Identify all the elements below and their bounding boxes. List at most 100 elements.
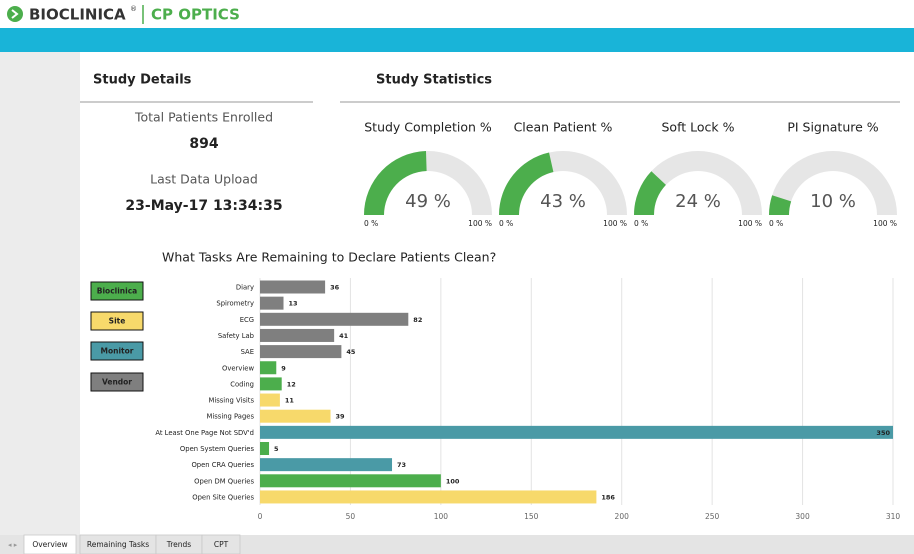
bar: [260, 409, 331, 423]
bar: [260, 328, 335, 342]
legend-swatch: [90, 281, 144, 301]
bar-value-label: 73: [397, 461, 406, 469]
gauge-label: Soft Lock %: [662, 120, 735, 135]
bar: [260, 490, 597, 504]
y-tick-label: Open DM Queries: [194, 477, 254, 485]
tab[interactable]: [201, 534, 241, 554]
gauge-label: Study Completion %: [364, 120, 492, 135]
legend-swatch: [90, 311, 144, 331]
gauge-value: 43 %: [540, 191, 586, 212]
gauge-fill: [634, 171, 666, 215]
legend-swatch: [90, 372, 144, 392]
top-bar: [0, 28, 914, 52]
y-tick-label: Missing Visits: [208, 397, 254, 405]
legend-label: Bioclinica: [97, 287, 137, 296]
x-tick-label: 100: [434, 512, 449, 521]
y-tick-label: Spirometry: [216, 300, 254, 308]
x-tick-label: 50: [346, 512, 356, 521]
x-tick-label: 150: [524, 512, 539, 521]
bar-value-label: 9: [281, 364, 286, 372]
brand: BIOCLINICA: [29, 6, 126, 24]
logo-arrow: [11, 9, 19, 19]
upload-value: 23-May-17 13:34:35: [125, 198, 282, 214]
gauge-value: 49 %: [405, 191, 451, 212]
y-tick-label: Overview: [222, 364, 254, 372]
tab-label[interactable]: Overview: [32, 540, 67, 549]
gauge-label: Clean Patient %: [514, 120, 613, 135]
gauge-min: 0 %: [634, 219, 648, 228]
gauge-value: 10 %: [810, 191, 856, 212]
gauge-track: [634, 151, 762, 215]
legend-label: Site: [109, 317, 126, 326]
bar-value-label: 11: [285, 397, 295, 405]
bar: [260, 393, 280, 407]
legend-label: Monitor: [101, 347, 134, 356]
bar-value-label: 45: [346, 348, 356, 356]
tab-label[interactable]: CPT: [214, 540, 229, 549]
bar-value-label: 12: [287, 380, 296, 388]
x-tick-label: 310: [886, 512, 901, 521]
bar-value-label: 186: [601, 493, 615, 501]
enrolled-value: 894: [189, 136, 218, 152]
tab-label[interactable]: Remaining Tasks: [87, 540, 149, 549]
bar-value-label: 5: [274, 445, 279, 453]
gauge-max: 100 %: [738, 219, 762, 228]
tab-label[interactable]: Trends: [166, 540, 192, 549]
bar: [260, 377, 282, 391]
bar: [260, 296, 284, 310]
x-tick-label: 300: [795, 512, 810, 521]
x-tick-label: 200: [615, 512, 630, 521]
section-title: Study Statistics: [376, 73, 492, 88]
tab[interactable]: [23, 534, 77, 554]
y-tick-label: SAE: [241, 348, 254, 356]
bar: [260, 361, 277, 375]
bar-value-label: 100: [446, 477, 460, 485]
gauge-max: 100 %: [468, 219, 492, 228]
bar: [260, 425, 893, 439]
gauge-min: 0 %: [769, 219, 783, 228]
gauge-max: 100 %: [603, 219, 627, 228]
y-tick-label: Open Site Queries: [192, 493, 254, 501]
gauge-fill: [364, 151, 427, 215]
bar: [260, 312, 409, 326]
x-tick-label: 0: [258, 512, 263, 521]
legend-swatch: [90, 341, 144, 361]
gauge-label: PI Signature %: [787, 120, 878, 135]
tab-nav: ◂ ▸: [8, 541, 18, 549]
y-tick-label: Diary: [236, 284, 254, 292]
bar-value-label: 36: [330, 284, 340, 292]
bar-value-label: 41: [339, 332, 349, 340]
bar: [260, 458, 393, 472]
y-tick-label: Safety Lab: [218, 332, 254, 340]
gauge-fill: [499, 152, 554, 215]
bar-value-label: 350: [876, 429, 890, 437]
bar-value-label: 82: [413, 316, 422, 324]
upload-label: Last Data Upload: [150, 172, 258, 187]
sidebar: [0, 52, 80, 535]
bar-value-label: 13: [289, 300, 298, 308]
gauge-min: 0 %: [499, 219, 513, 228]
gauge-value: 24 %: [675, 191, 721, 212]
section-title: Study Details: [93, 73, 192, 88]
bar-value-label: 39: [336, 413, 346, 421]
y-tick-label: At Least One Page Not SDV'd: [155, 429, 254, 437]
x-tick-label: 250: [705, 512, 720, 521]
bar: [260, 345, 342, 359]
product: CP OPTICS: [151, 6, 240, 24]
y-tick-label: ECG: [240, 316, 254, 324]
legend-label: Vendor: [102, 378, 132, 387]
gauge-max: 100 %: [873, 219, 897, 228]
y-tick-label: Missing Pages: [206, 413, 254, 421]
gauge-fill: [769, 195, 792, 215]
bar: [260, 280, 326, 294]
trademark: ®: [130, 5, 137, 13]
bar: [260, 474, 441, 488]
y-tick-label: Coding: [230, 380, 254, 388]
y-tick-label: Open CRA Queries: [191, 461, 254, 469]
gauge-track: [769, 151, 897, 215]
enrolled-label: Total Patients Enrolled: [134, 110, 273, 125]
y-tick-label: Open System Queries: [180, 445, 255, 453]
logo-icon: [7, 6, 23, 22]
